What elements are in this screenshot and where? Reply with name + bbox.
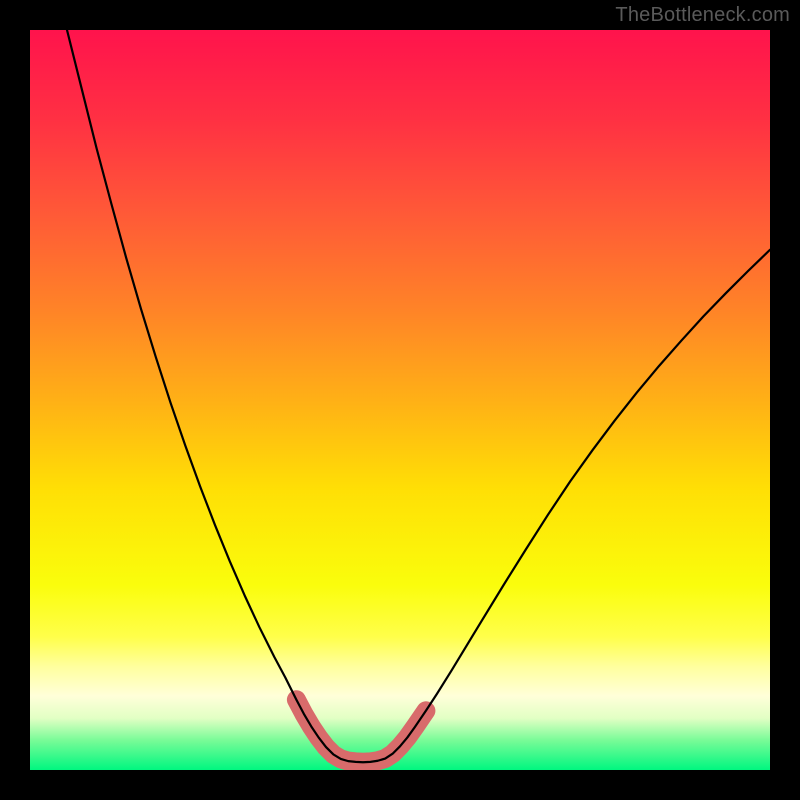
watermark: TheBottleneck.com <box>615 4 790 27</box>
bottleneck-curve-chart <box>30 30 770 770</box>
chart-container <box>30 30 770 770</box>
chart-background <box>30 30 770 770</box>
